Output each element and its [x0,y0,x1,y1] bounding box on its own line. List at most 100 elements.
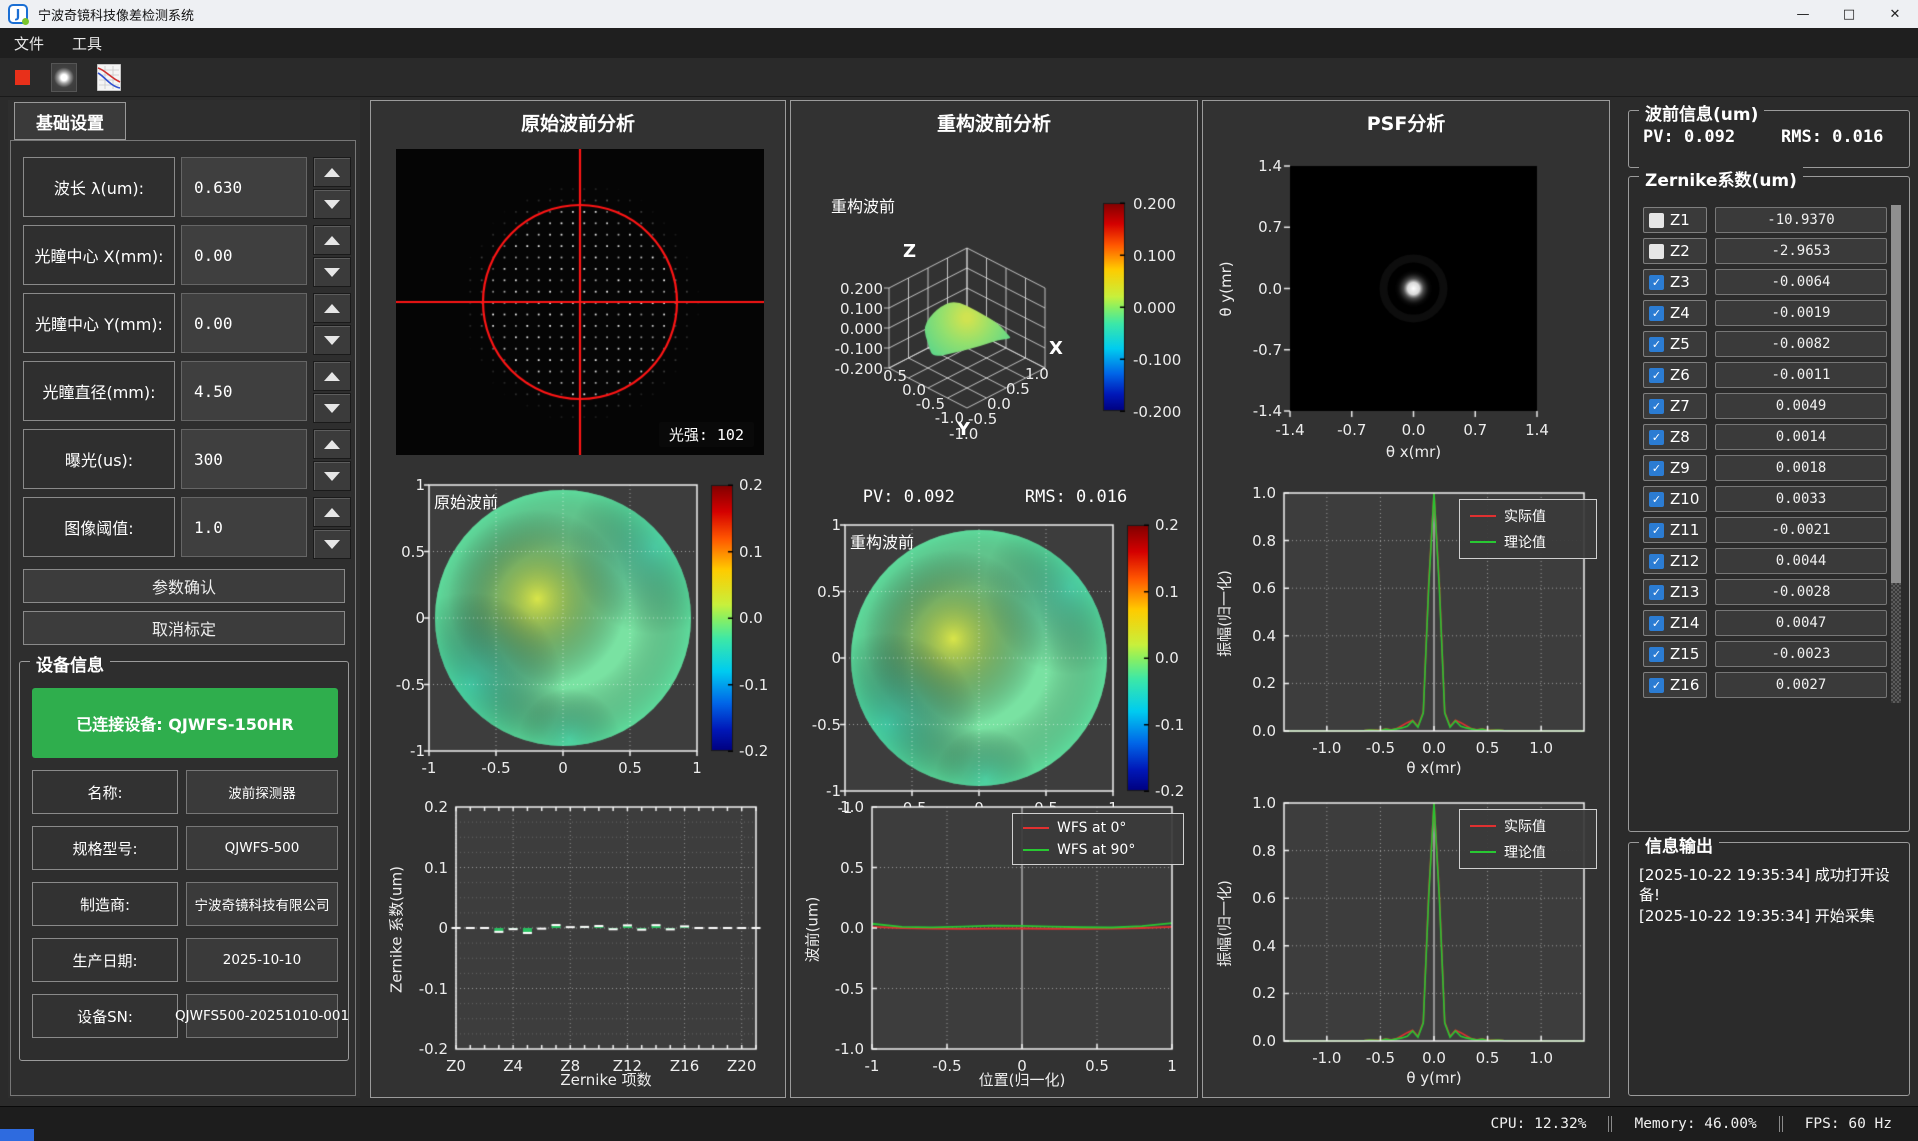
axis-tick-label: 1 [831,516,841,534]
separator [1778,1116,1783,1132]
zernike-checkbox-row-Z5[interactable]: ✓ Z5 [1643,331,1707,357]
zernike-checkbox-row-Z16[interactable]: ✓ Z16 [1643,672,1707,698]
axis-title: Zernike 系数(um) [387,865,406,994]
checkbox-checked-icon[interactable]: ✓ [1649,305,1664,321]
field-input-1[interactable]: 0.630 [181,157,307,217]
zernike-checkbox-row-Z6[interactable]: ✓ Z6 [1643,362,1707,388]
psf-view-button[interactable] [50,62,78,92]
axis-tick-label: -0.200 [1133,403,1182,421]
spinner-down-button[interactable] [313,257,351,287]
checkbox-checked-icon[interactable]: ✓ [1649,646,1664,662]
axis-tick-label: 0 [415,609,425,627]
axis-tick-label: 0.8 [1252,531,1276,550]
field-input-3[interactable]: 0.00 [181,293,307,353]
axis-tick-label: -0.1 [418,979,448,998]
menu-bar: 文件 工具 [0,28,1918,59]
zernike-value-Z1: -10.9370 [1715,207,1887,233]
axis-tick-label: 0 [1017,1057,1027,1075]
zernike-checkbox-row-Z11[interactable]: ✓ Z11 [1643,517,1707,543]
stop-acquisition-button[interactable] [8,63,36,91]
axis-title: 位置(归一化) [978,1071,1066,1089]
stop-square-icon [14,69,30,85]
axis-tick-label: 1.0 [1529,739,1554,757]
checkbox-checked-icon[interactable]: ✓ [1649,336,1664,352]
scrollbar-thumb[interactable] [1891,205,1901,584]
zernike-checkbox-row-Z4[interactable]: ✓ Z4 [1643,300,1707,326]
checkbox-unchecked-icon[interactable] [1649,243,1664,259]
checkbox-checked-icon[interactable]: ✓ [1649,398,1664,414]
zernike-checkbox-row-Z13[interactable]: ✓ Z13 [1643,579,1707,605]
spinner-up-button[interactable] [313,429,351,459]
axis-tick-label: 0.200 [1133,195,1176,213]
device-row-value-5: QJWFS500-20251010-001 [175,994,349,1038]
zernike-term-label: Z16 [1670,676,1700,694]
axis-tick-label: -0.100 [1133,351,1182,369]
zernike-term-label: Z9 [1670,459,1690,477]
cancel-calibration-button[interactable]: 取消标定 [23,611,345,645]
checkbox-checked-icon[interactable]: ✓ [1649,522,1664,538]
field-input-2[interactable]: 0.00 [181,225,307,285]
axis-tick-label: 0.5 [1085,1057,1109,1075]
checkbox-checked-icon[interactable]: ✓ [1649,615,1664,631]
tab-basic-settings[interactable]: 基础设置 [14,102,126,140]
zernike-checkbox-row-Z8[interactable]: ✓ Z8 [1643,424,1707,450]
axis-tick-label: -0.5 [968,410,998,428]
axis-tick-label: -1 [410,742,425,760]
zernike-checkbox-row-Z9[interactable]: ✓ Z9 [1643,455,1707,481]
checkbox-checked-icon[interactable]: ✓ [1649,677,1664,693]
checkbox-unchecked-icon[interactable] [1649,212,1664,228]
menu-file[interactable]: 文件 [14,34,45,53]
psf-panel: PSF分析 1.4 0.7 0.0 -0.7 -1.4 -1.4 -0.7 0.0 0.7 1.4… [1202,100,1610,1098]
zernike-term-label: Z11 [1670,521,1700,539]
maximize-button[interactable]: □ [1842,6,1856,22]
zernike-checkbox-row-Z14[interactable]: ✓ Z14 [1643,610,1707,636]
zernike-checkbox-row-Z1[interactable]: Z1 [1643,207,1707,233]
checkbox-checked-icon[interactable]: ✓ [1649,584,1664,600]
spinner-down-button[interactable] [313,461,351,491]
spinner-down-button[interactable] [313,189,351,219]
spinner-up-button[interactable] [313,497,351,527]
zernike-term-label: Z4 [1670,304,1690,322]
spinner-up-button[interactable] [313,157,351,187]
zernike-term-label: Z10 [1670,490,1700,508]
zernike-term-label: Z7 [1670,397,1690,415]
zernike-checkbox-row-Z15[interactable]: ✓ Z15 [1643,641,1707,667]
spinner-up-button[interactable] [313,225,351,255]
zernike-checkbox-row-Z2[interactable]: Z2 [1643,238,1707,264]
settings-panel: 基础设置 波长 λ(um): 0.630 光瞳中心 X(mm): 0.00 光瞳中心 Y… [8,100,360,1098]
checkbox-checked-icon[interactable]: ✓ [1649,367,1664,383]
checkbox-checked-icon[interactable]: ✓ [1649,553,1664,569]
axis-tick-label: 0.7 [1463,421,1488,439]
spinner-up-button[interactable] [313,293,351,323]
spinner-down-button[interactable] [313,325,351,355]
field-input-6[interactable]: 1.0 [181,497,307,557]
minimize-button[interactable]: — [1796,6,1810,22]
field-input-4[interactable]: 4.50 [181,361,307,421]
checkbox-checked-icon[interactable]: ✓ [1649,460,1664,476]
zernike-checkbox-row-Z12[interactable]: ✓ Z12 [1643,548,1707,574]
mtf-chart-button[interactable] [95,63,123,91]
axis-tick-label: 0.0 [1401,421,1426,439]
checkbox-checked-icon[interactable]: ✓ [1649,491,1664,507]
axis-tick-label: -0.7 [1337,421,1367,439]
axis-tick-label: 0.4 [1252,626,1276,645]
spinner-down-button[interactable] [313,529,351,559]
axis-tick-label: 0.8 [1252,841,1276,860]
close-button[interactable]: ✕ [1889,6,1901,22]
corner-label: 重构波前 [831,197,896,216]
checkbox-checked-icon[interactable]: ✓ [1649,429,1664,445]
chevron-down-icon [324,199,340,209]
chart-canvas [1210,131,1604,483]
zernike-checkbox-row-Z3[interactable]: ✓ Z3 [1643,269,1707,295]
menu-tools[interactable]: 工具 [72,34,103,53]
field-input-5[interactable]: 300 [181,429,307,489]
spinner-down-button[interactable] [313,393,351,423]
spinner-up-button[interactable] [313,361,351,391]
zernike-checkbox-row-Z10[interactable]: ✓ Z10 [1643,486,1707,512]
checkbox-checked-icon[interactable]: ✓ [1649,274,1664,290]
chart-canvas [378,793,780,1093]
axis-tick-label: 0.4 [1252,936,1276,955]
zernike-scrollbar[interactable] [1891,205,1901,703]
zernike-checkbox-row-Z7[interactable]: ✓ Z7 [1643,393,1707,419]
confirm-params-button[interactable]: 参数确认 [23,569,345,603]
